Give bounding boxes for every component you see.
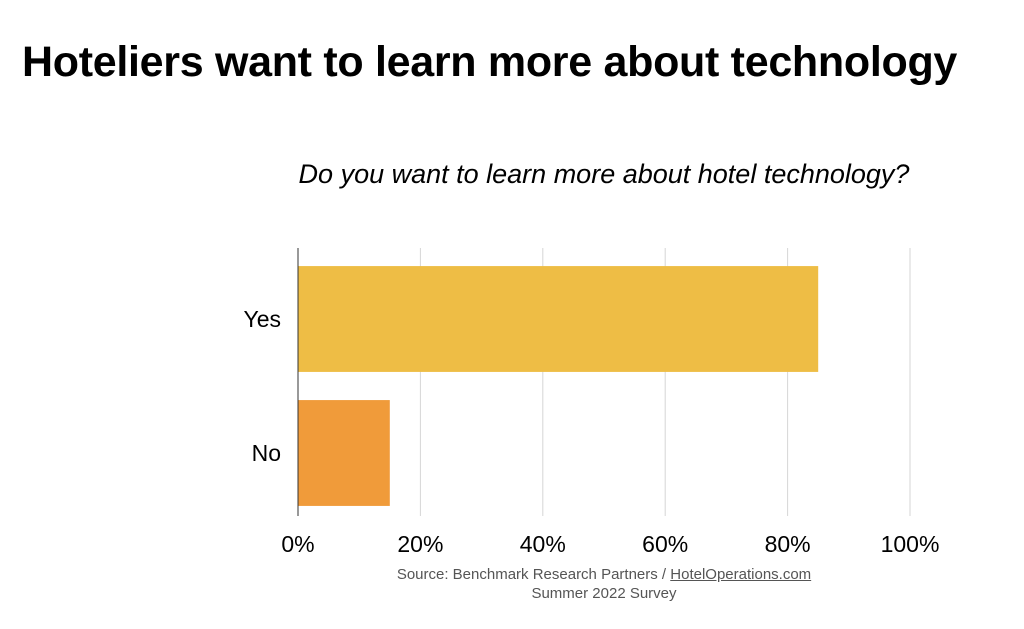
bar-yes (298, 266, 819, 372)
source-note: Source: Benchmark Research Partners / Ho… (298, 565, 910, 603)
tick-label: 100% (881, 531, 940, 557)
page-headline: Hoteliers want to learn more about techn… (22, 38, 958, 86)
tick-label: 60% (642, 531, 688, 557)
tick-label: 80% (765, 531, 811, 557)
tick-label: 40% (520, 531, 566, 557)
category-labels: Yes No (243, 306, 281, 466)
bar-no (298, 400, 390, 506)
source-line-2: Summer 2022 Survey (531, 585, 677, 602)
tick-labels: 0% 20% 40% 60% 80% 100% (281, 531, 939, 557)
category-label-no: No (252, 440, 281, 466)
source-prefix: Source: Benchmark Research Partners / (396, 566, 671, 583)
bars (298, 266, 819, 506)
source-link[interactable]: HotelOperations.com (670, 566, 812, 583)
tick-label: 0% (281, 531, 314, 557)
source-line-1: Source: Benchmark Research Partners / Ho… (298, 565, 910, 584)
category-label-yes: Yes (243, 306, 281, 332)
chart-title: Do you want to learn more about hotel te… (298, 159, 910, 189)
tick-label: 20% (397, 531, 443, 557)
